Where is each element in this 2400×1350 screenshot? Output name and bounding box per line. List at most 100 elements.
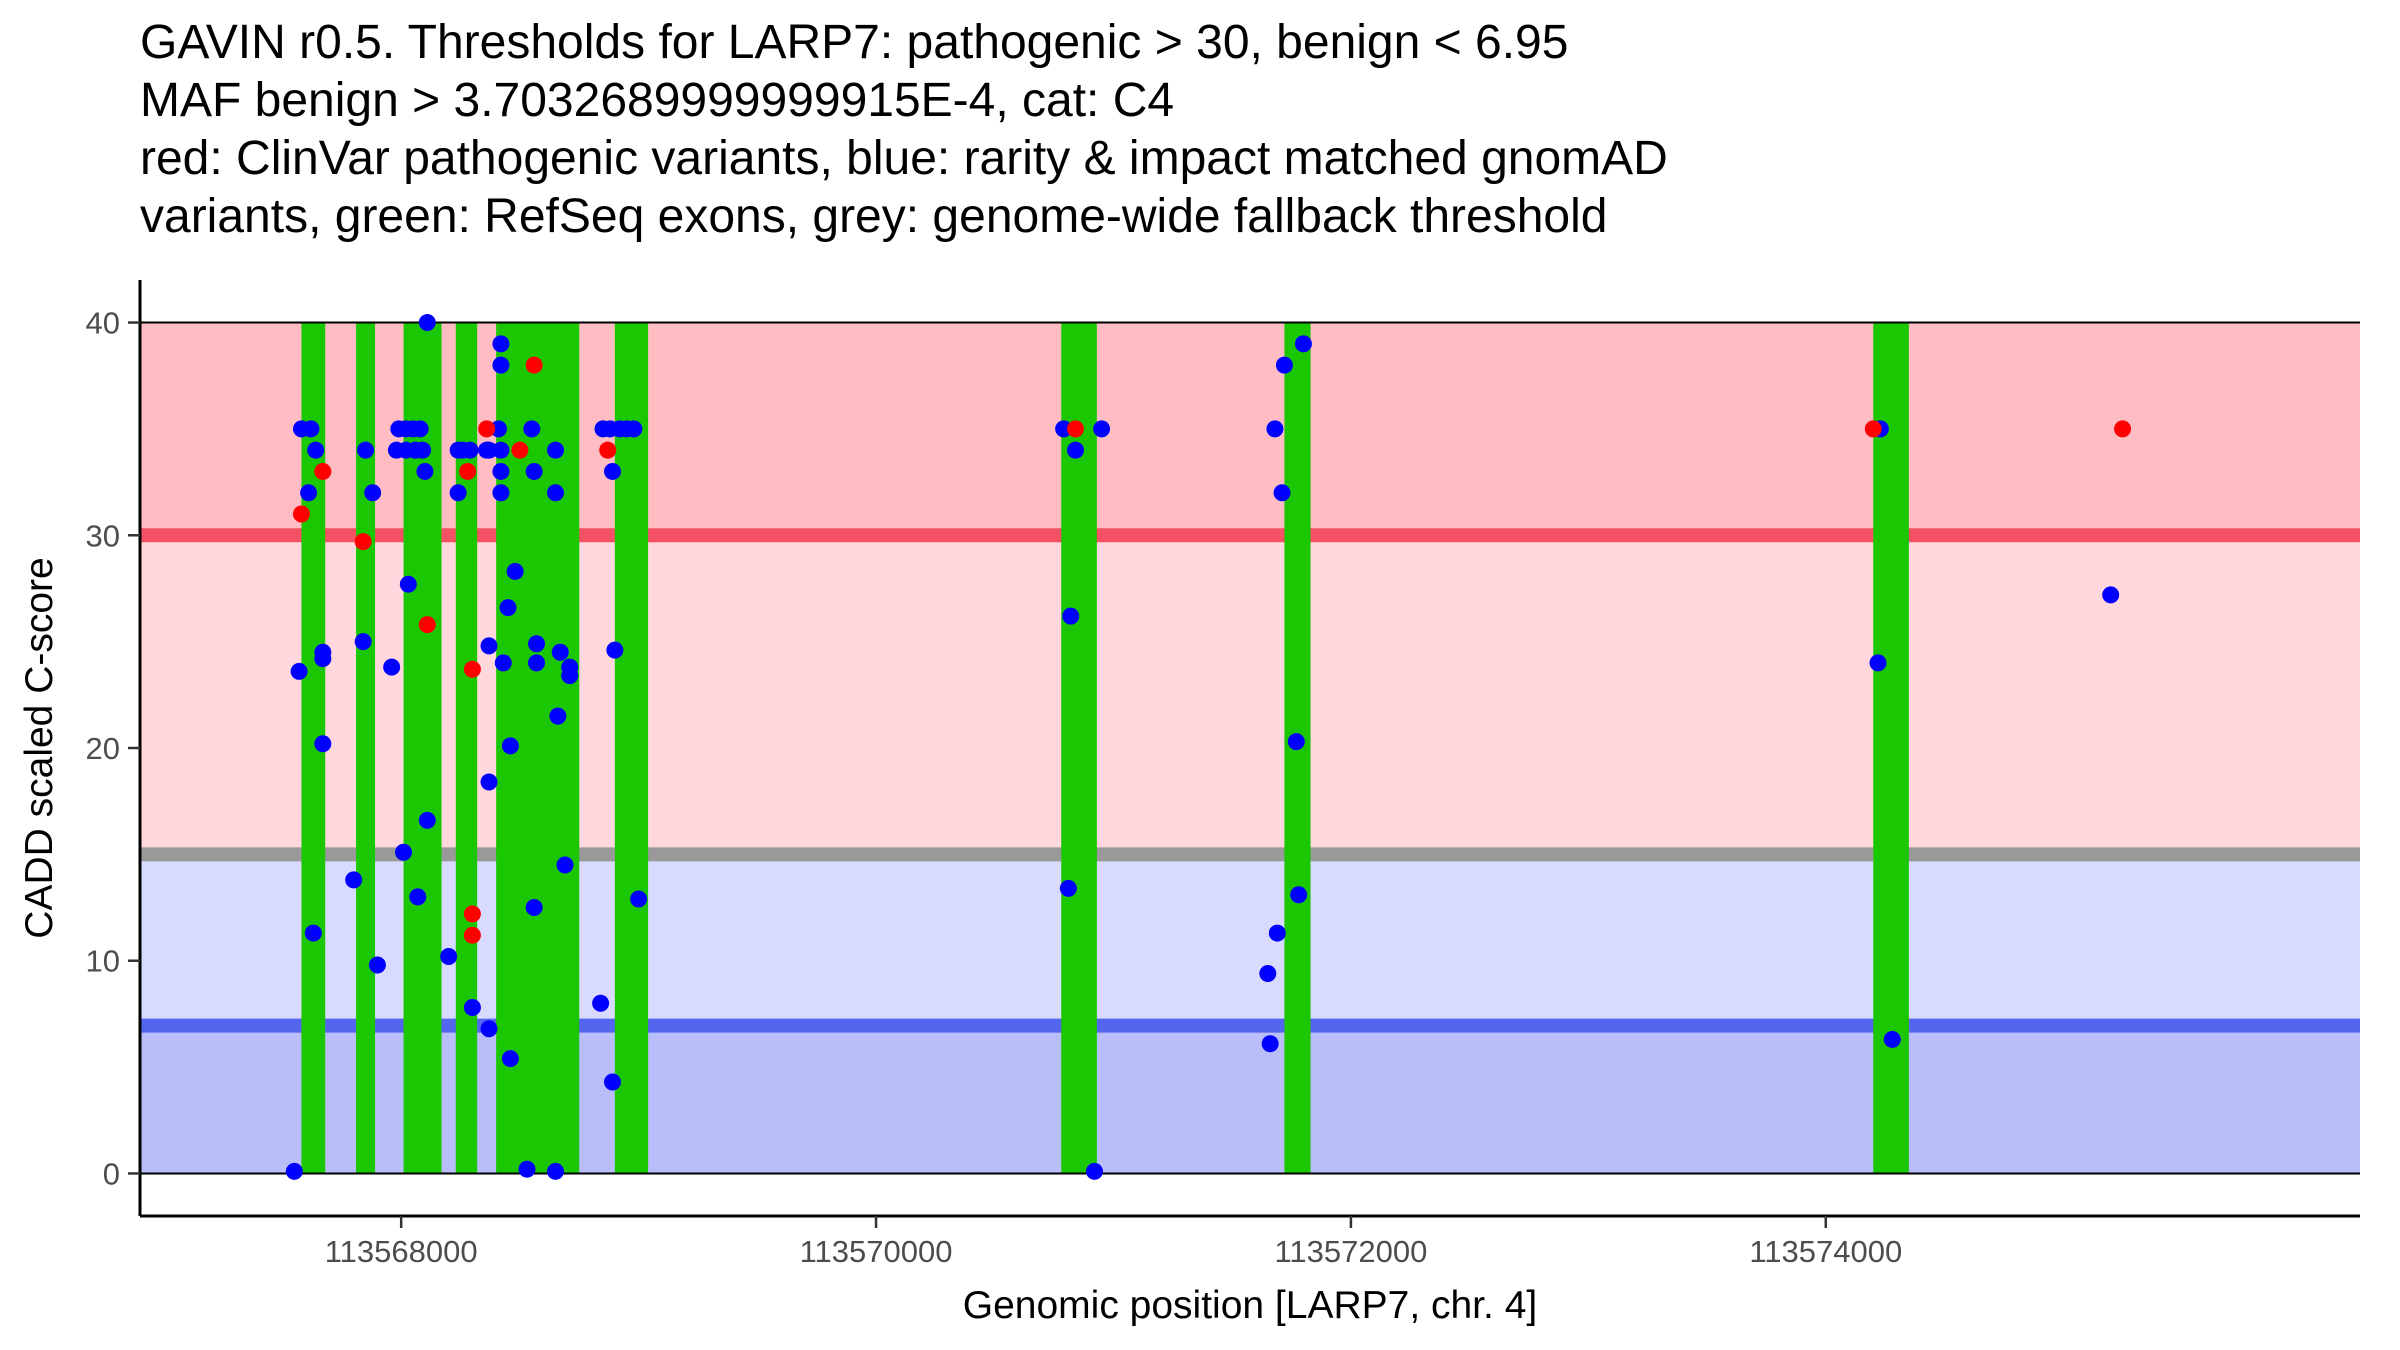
gnomad-point xyxy=(290,662,308,680)
gnomad-point xyxy=(547,441,565,459)
gnomad-point xyxy=(551,643,569,661)
gnomad-point xyxy=(1290,886,1308,904)
gnomad-point xyxy=(1093,420,1111,438)
gnomad-point xyxy=(561,667,579,685)
gnomad-point xyxy=(549,707,567,725)
exon-bar xyxy=(1061,322,1097,1174)
clinvar-point xyxy=(314,462,332,480)
gnomad-point xyxy=(528,654,546,672)
gnomad-point xyxy=(492,462,510,480)
gnomad-point xyxy=(302,420,320,438)
clinvar-point xyxy=(463,660,481,678)
gnomad-point xyxy=(523,420,541,438)
variant-points xyxy=(285,314,2132,1180)
plot-borders xyxy=(140,321,2360,1175)
exon-bar xyxy=(455,322,478,1174)
y-tick-label: 10 xyxy=(86,944,120,979)
exon-bar xyxy=(301,322,326,1174)
clinvar-point xyxy=(511,441,529,459)
y-tick-label: 40 xyxy=(86,306,120,341)
gnomad-point xyxy=(1261,1035,1279,1053)
gnomad-point xyxy=(314,735,332,753)
gnomad-point xyxy=(399,575,417,593)
gnomad-point xyxy=(556,856,574,874)
clinvar-point xyxy=(292,505,310,523)
gnomad-point xyxy=(480,1020,498,1038)
y-tick-label: 0 xyxy=(103,1156,120,1191)
gnomad-point xyxy=(1273,484,1291,502)
gnomad-point xyxy=(1275,356,1293,374)
clinvar-point xyxy=(418,616,436,634)
gnomad-point xyxy=(354,633,372,651)
gnomad-point xyxy=(1062,607,1080,625)
gnomad-point xyxy=(1294,335,1312,353)
gnomad-point xyxy=(518,1160,536,1178)
gnomad-point xyxy=(1268,924,1286,942)
chart-title: GAVIN r0.5. Thresholds for LARP7: pathog… xyxy=(140,14,2380,246)
y-axis-title: CADD scaled C-score xyxy=(18,557,61,938)
gnomad-point xyxy=(383,658,401,676)
title-line-4: variants, green: RefSeq exons, grey: gen… xyxy=(140,190,1608,243)
clinvar-point xyxy=(463,905,481,923)
gnomad-point xyxy=(525,462,543,480)
gnomad-point xyxy=(1055,420,1073,438)
gnomad-point xyxy=(480,441,498,459)
gnomad-point xyxy=(345,871,363,889)
gnomad-point xyxy=(625,420,643,438)
gnomad-point xyxy=(492,335,510,353)
gnomad-point xyxy=(357,441,375,459)
gnomad-point xyxy=(525,899,543,917)
gnomad-point xyxy=(2102,586,2120,604)
gnomad-point xyxy=(603,1073,621,1091)
gnomad-point xyxy=(1287,733,1305,751)
gnomad-point xyxy=(606,641,624,659)
x-tick-label: 113568000 xyxy=(325,1234,478,1269)
x-tick-label: 113570000 xyxy=(800,1234,953,1269)
x-tick-label: 113572000 xyxy=(1274,1234,1427,1269)
gnomad-point xyxy=(418,314,436,332)
gnomad-point xyxy=(630,890,648,908)
gnomad-point xyxy=(492,356,510,374)
gnomad-point xyxy=(492,441,510,459)
x-axis-title: Genomic position [LARP7, chr. 4] xyxy=(963,1284,1537,1327)
gnomad-point xyxy=(501,737,519,755)
gnomad-point xyxy=(490,420,508,438)
gnomad-point xyxy=(499,599,517,617)
clinvar-point xyxy=(459,462,477,480)
clinvar-point xyxy=(525,356,543,374)
exon-bar xyxy=(614,322,649,1174)
gnomad-point xyxy=(494,654,512,672)
gnomad-point xyxy=(314,650,332,668)
gnomad-point xyxy=(414,441,432,459)
axes: 0 10 20 30 40 113568000 113570000 113572000 1135… xyxy=(86,280,2360,1269)
gnomad-point xyxy=(1266,420,1284,438)
gnomad-point xyxy=(1883,1030,1901,1048)
gnomad-point xyxy=(1869,654,1887,672)
clinvar-point xyxy=(1864,420,1882,438)
gnomad-point xyxy=(480,637,498,655)
gnomad-point xyxy=(307,441,325,459)
gnomad-point xyxy=(440,947,458,965)
gnomad-point xyxy=(506,562,524,580)
gnomad-point xyxy=(461,441,479,459)
gnomad-point xyxy=(368,956,386,974)
clinvar-point xyxy=(463,926,481,944)
gnomad-point xyxy=(285,1162,303,1180)
title-line-3: red: ClinVar pathogenic variants, blue: … xyxy=(140,132,1668,185)
x-tick-label: 113574000 xyxy=(1749,1234,1902,1269)
clinvar-point xyxy=(599,441,617,459)
gnomad-point xyxy=(1066,441,1084,459)
gnomad-point xyxy=(1085,1162,1103,1180)
gnomad-point xyxy=(418,811,436,829)
gnomad-point xyxy=(304,924,322,942)
gnomad-point xyxy=(480,773,498,791)
gnomad-point xyxy=(1259,964,1277,982)
gnomad-point xyxy=(1059,879,1077,897)
clinvar-point xyxy=(478,420,496,438)
clinvar-point xyxy=(2114,420,2132,438)
gnomad-point xyxy=(416,462,434,480)
gnomad-point xyxy=(603,462,621,480)
gnomad-point xyxy=(492,484,510,502)
gnomad-point xyxy=(547,1162,565,1180)
